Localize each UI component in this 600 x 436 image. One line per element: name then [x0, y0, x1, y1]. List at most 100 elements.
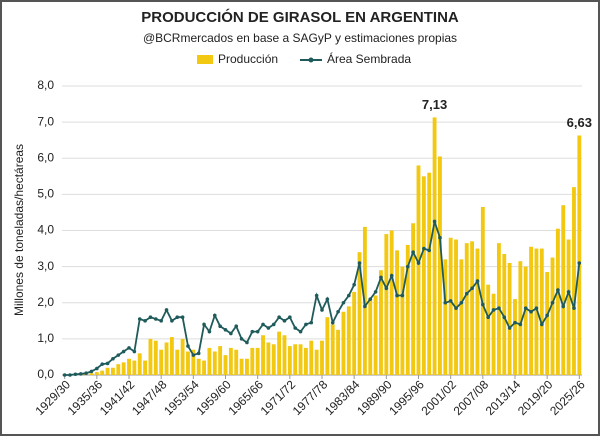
- line-marker: [154, 317, 158, 321]
- line-marker: [513, 320, 517, 325]
- data-label: 7,13: [422, 97, 447, 112]
- line-marker: [518, 322, 523, 327]
- line-marker: [111, 356, 115, 361]
- bar: [116, 364, 121, 375]
- bar: [239, 358, 244, 375]
- bar: [459, 259, 464, 375]
- line-marker: [325, 297, 330, 301]
- y-tick-label: 4,0: [37, 223, 54, 237]
- bar: [255, 347, 260, 375]
- line-marker: [373, 290, 378, 294]
- bar: [357, 252, 362, 375]
- bar: [368, 299, 373, 375]
- line-marker: [229, 331, 233, 336]
- legend-swatch: [308, 57, 314, 63]
- line-marker: [470, 286, 474, 291]
- bar: [507, 263, 512, 375]
- bar: [191, 349, 196, 375]
- bar: [411, 223, 416, 375]
- bar: [169, 337, 174, 375]
- line-marker: [164, 308, 169, 312]
- line-marker: [443, 300, 448, 305]
- bar: [502, 253, 507, 375]
- bar: [448, 237, 453, 375]
- bar: [207, 347, 212, 375]
- y-tick-label: 2,0: [37, 295, 54, 309]
- line-marker: [277, 315, 281, 320]
- line-marker: [314, 293, 319, 298]
- line-marker: [234, 324, 239, 329]
- bar: [416, 165, 421, 375]
- bar: [389, 230, 394, 375]
- bar: [534, 248, 539, 375]
- bar: [277, 331, 282, 375]
- line-marker: [352, 282, 356, 287]
- line-marker: [464, 291, 469, 296]
- bar: [518, 261, 523, 375]
- line-marker: [561, 304, 566, 309]
- line-marker: [486, 315, 490, 320]
- line-marker: [330, 320, 335, 325]
- bar: [379, 270, 383, 375]
- bar: [245, 358, 249, 375]
- line-marker: [266, 326, 271, 330]
- line-marker: [95, 366, 99, 371]
- line-marker: [507, 326, 512, 330]
- line-marker: [481, 302, 485, 307]
- line-marker: [68, 373, 72, 377]
- line-marker: [89, 369, 94, 374]
- line-marker: [405, 264, 410, 269]
- bar: [271, 344, 276, 375]
- line-marker: [170, 319, 174, 323]
- bar: [100, 370, 105, 375]
- bar: [438, 156, 442, 375]
- line-marker: [577, 261, 582, 265]
- bar: [555, 228, 560, 375]
- line-marker: [475, 279, 480, 283]
- line-marker: [255, 329, 260, 334]
- line-marker: [186, 344, 190, 348]
- y-tick-label: 3,0: [37, 259, 54, 273]
- bar: [336, 329, 341, 375]
- y-tick-label: 5,0: [37, 187, 54, 201]
- legend-swatch: [197, 55, 213, 64]
- bar: [400, 266, 405, 375]
- line-marker: [293, 326, 297, 330]
- bar: [223, 355, 228, 375]
- bar: [513, 299, 517, 375]
- y-tick-label: 7,0: [37, 114, 54, 128]
- bar: [218, 346, 223, 375]
- line-marker: [127, 346, 131, 350]
- bar: [561, 205, 566, 375]
- bar: [164, 342, 169, 375]
- bar: [550, 257, 555, 375]
- bar: [186, 351, 190, 375]
- line-marker: [196, 351, 201, 356]
- line-marker: [416, 261, 421, 265]
- bar: [175, 349, 180, 375]
- line-marker: [309, 320, 314, 325]
- line-marker: [143, 319, 147, 323]
- bar: [228, 347, 233, 375]
- y-tick-label: 1,0: [37, 331, 54, 345]
- line-marker: [304, 322, 308, 327]
- bar: [180, 338, 185, 375]
- line-marker: [191, 353, 196, 357]
- line-marker: [497, 306, 501, 310]
- line-marker: [427, 248, 432, 253]
- line-marker: [320, 308, 324, 312]
- line-marker: [78, 372, 83, 376]
- bar: [486, 284, 491, 375]
- bar: [346, 306, 351, 375]
- bar: [261, 335, 265, 375]
- bar: [105, 367, 110, 375]
- legend-label: Producción: [218, 52, 278, 66]
- line-marker: [271, 322, 276, 327]
- bar: [314, 349, 319, 375]
- bar: [421, 176, 426, 375]
- bar: [282, 335, 287, 375]
- bar: [202, 360, 206, 375]
- bar: [325, 317, 330, 375]
- bar: [545, 272, 550, 375]
